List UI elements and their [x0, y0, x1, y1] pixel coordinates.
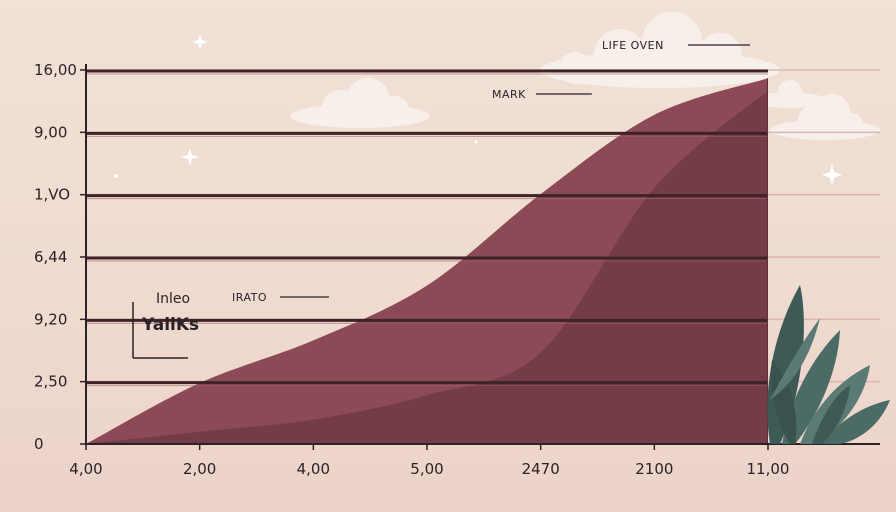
- y-tick-label: 16,00: [34, 61, 77, 79]
- sparkle-icon: [114, 34, 842, 186]
- annotation-label: IRATO: [232, 291, 267, 304]
- area-series-shadow: [86, 90, 768, 444]
- x-tick-label: 2,00: [183, 460, 216, 478]
- legend-subtitle: YallKs: [141, 315, 199, 335]
- cloud-icon: [755, 80, 825, 108]
- x-tick-label: 2100: [635, 460, 673, 478]
- x-tick-label: 5,00: [410, 460, 443, 478]
- x-tick-label: 4,00: [297, 460, 330, 478]
- annotation-label: MARK: [492, 88, 526, 101]
- plant-icon: [767, 285, 890, 444]
- y-tick-label: 0: [34, 435, 44, 453]
- y-tick-label: 1,VO: [34, 186, 70, 204]
- y-tick-label: 6,44: [34, 248, 67, 266]
- x-tick-label: 4,00: [69, 460, 102, 478]
- legend: Inleo YallKs: [132, 291, 199, 359]
- y-tick-label: 9,20: [34, 310, 67, 328]
- x-tick-label: 11,00: [747, 460, 790, 478]
- x-tick-label: 2470: [522, 460, 560, 478]
- legend-title: Inleo: [156, 291, 190, 307]
- y-tick-label: 9,00: [34, 123, 67, 141]
- cloud-icon: [770, 94, 880, 140]
- cloud-icon: [290, 78, 430, 128]
- y-tick-label: 2,50: [34, 373, 67, 391]
- annotation-label: LIFE OVEN: [602, 39, 664, 52]
